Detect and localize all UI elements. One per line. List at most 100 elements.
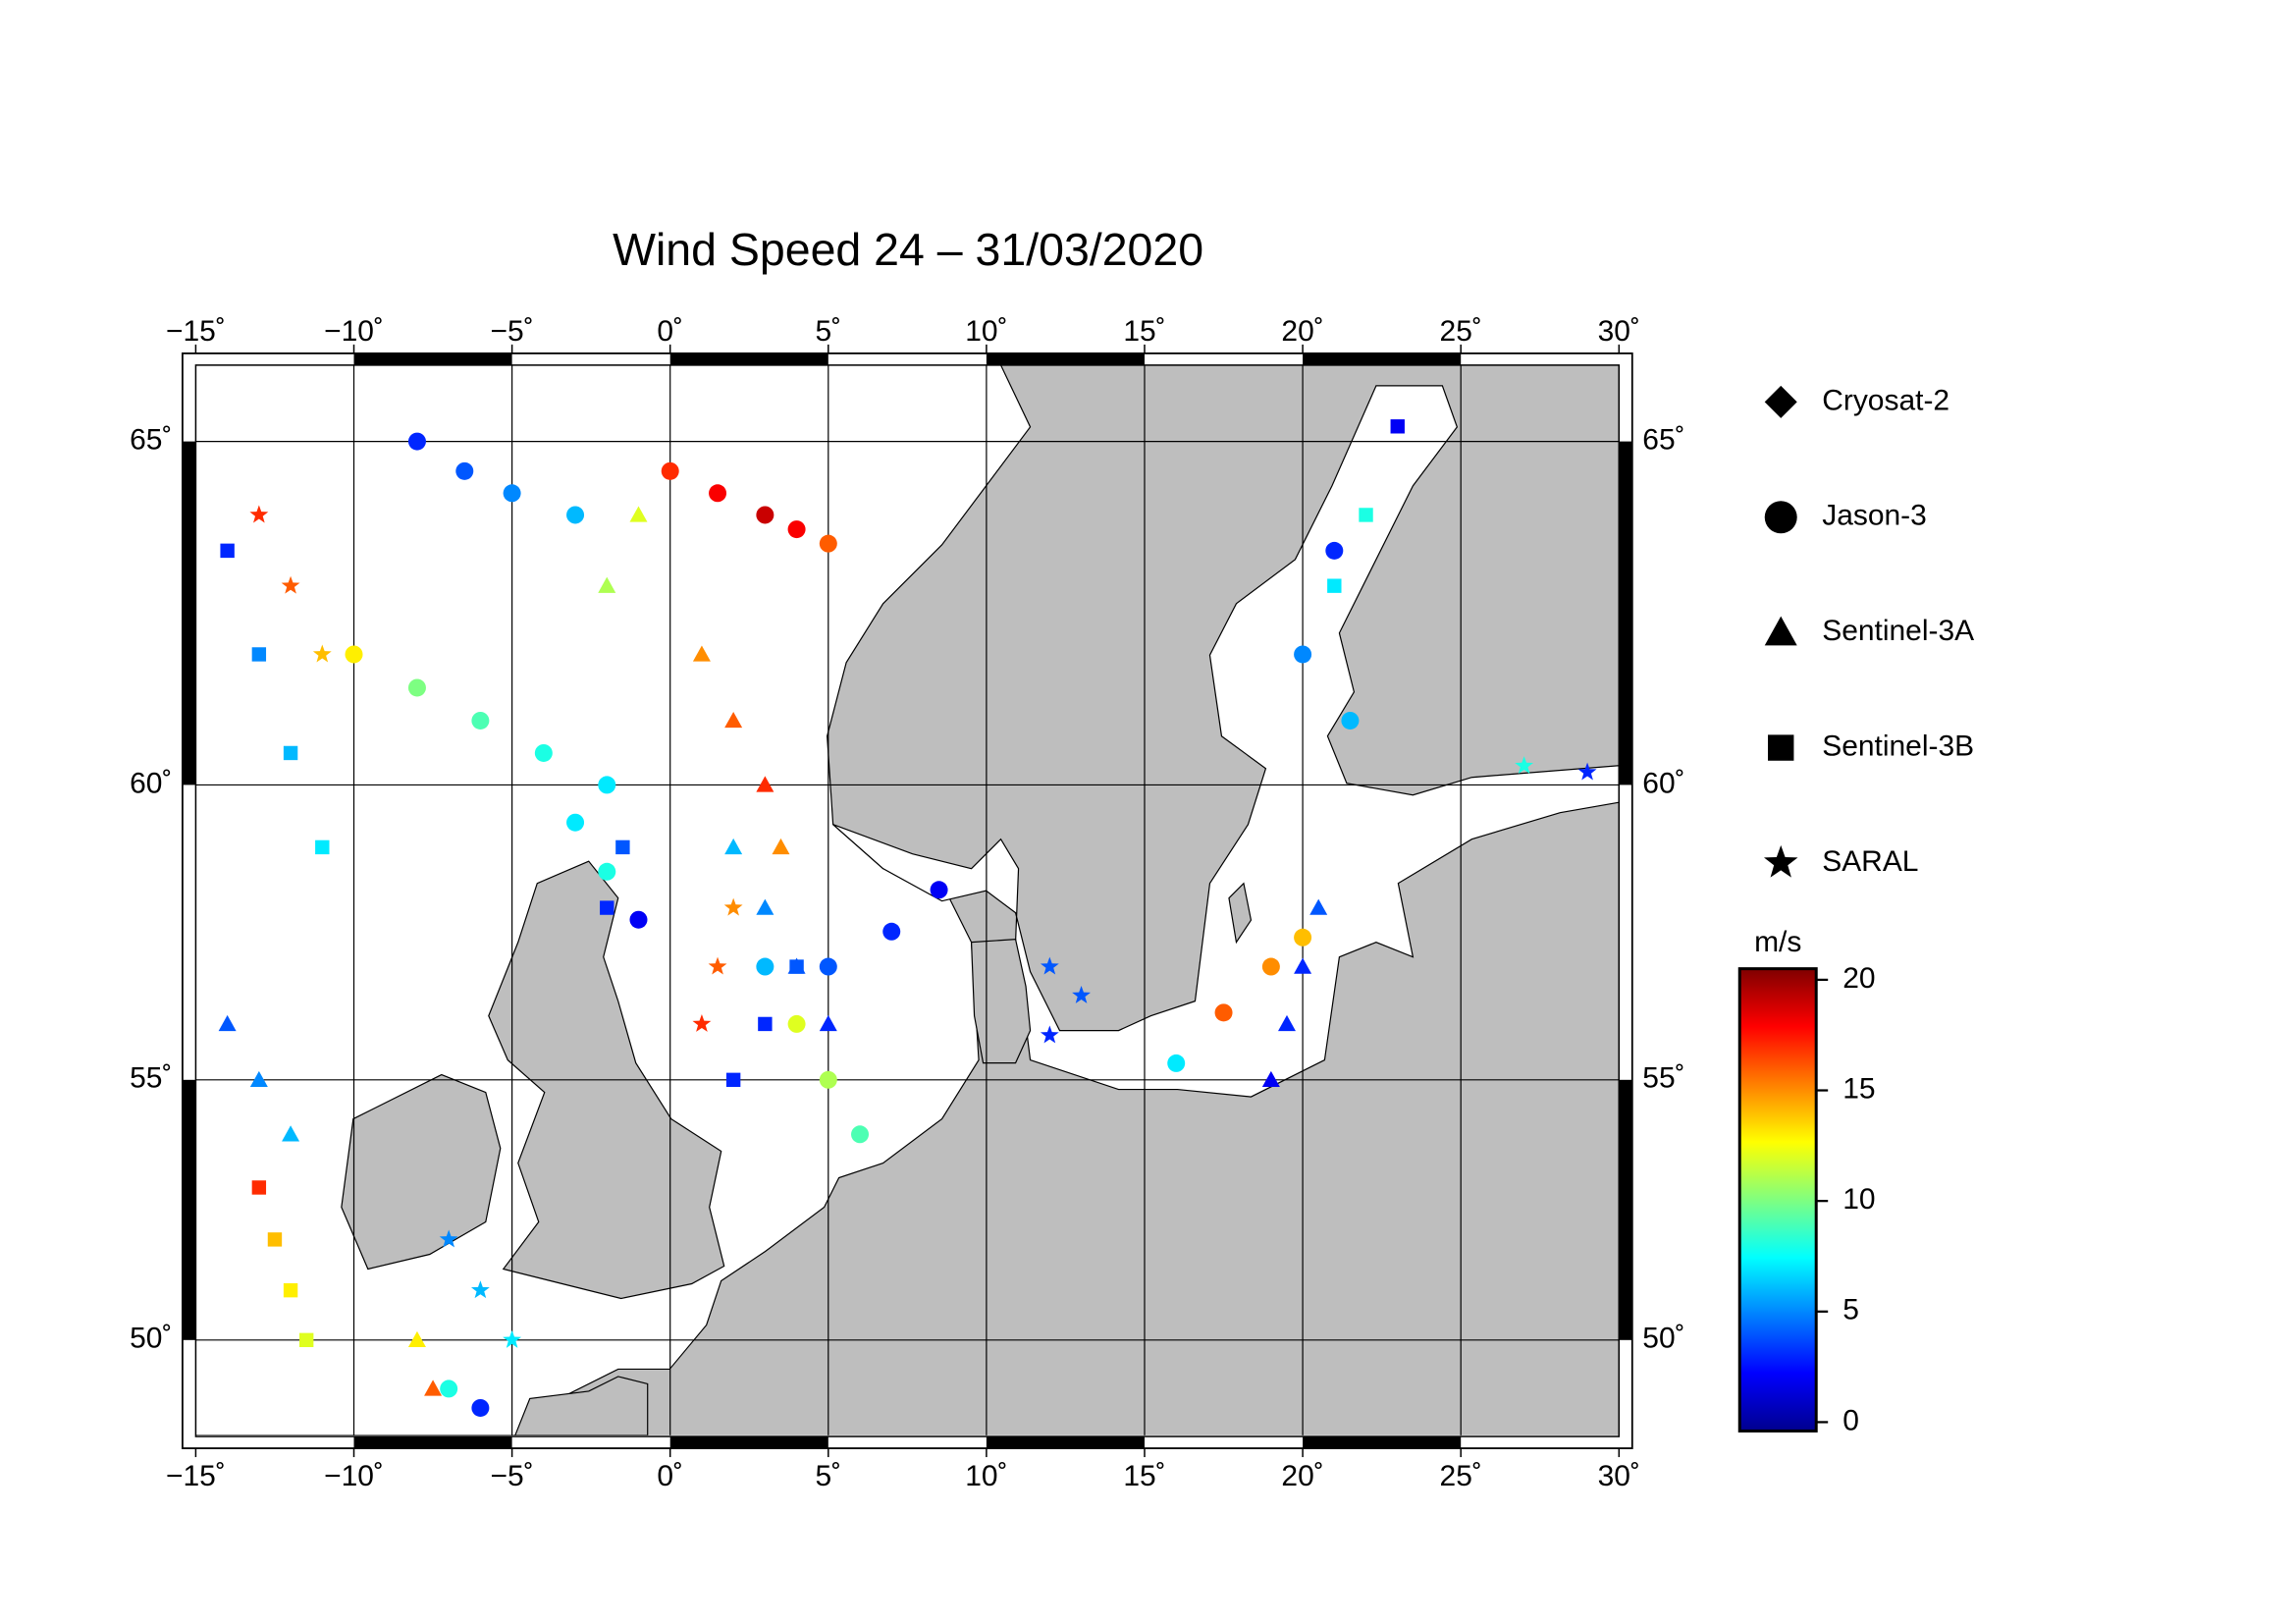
track-point <box>471 711 490 730</box>
x-tick-label: 30˚ <box>1598 1460 1640 1492</box>
track-point <box>756 898 774 915</box>
track-point <box>407 432 426 451</box>
track-point <box>298 1332 314 1348</box>
track-point <box>251 1180 267 1195</box>
colorbar-tick-label: 0 <box>1842 1404 1859 1436</box>
y-tick-label: 55˚ <box>1642 1062 1684 1095</box>
track-point <box>787 1014 806 1033</box>
track-point <box>882 922 901 941</box>
x-tick-label: −15˚ <box>166 1460 226 1492</box>
track-point <box>1294 957 1312 974</box>
x-tick-label: 10˚ <box>965 315 1007 348</box>
track-point <box>787 520 806 539</box>
colorbar-tick-label: 15 <box>1842 1072 1875 1105</box>
x-tick-label: −5˚ <box>491 1460 534 1492</box>
x-tick-label: 5˚ <box>815 1460 841 1492</box>
legend-marker <box>1764 385 1797 418</box>
track-point <box>598 862 616 881</box>
track-point <box>598 576 616 593</box>
track-point <box>930 881 948 899</box>
x-tick-label: 25˚ <box>1440 315 1482 348</box>
track-point <box>566 813 585 832</box>
x-tick-label: −5˚ <box>491 315 534 348</box>
frame-segment <box>1303 352 1462 365</box>
y-tick-label: 65˚ <box>130 424 172 457</box>
legend-label: Sentinel-3A <box>1822 615 1974 647</box>
track-point <box>600 900 614 915</box>
x-tick-label: −15˚ <box>166 315 226 348</box>
track-point <box>470 1280 490 1299</box>
track-point <box>471 1398 490 1417</box>
ireland <box>341 1073 502 1271</box>
frame-segment <box>1303 1436 1462 1449</box>
track-point <box>220 543 235 559</box>
track-point <box>1294 645 1312 664</box>
x-tick-label: −10˚ <box>324 315 384 348</box>
track-point <box>692 1014 712 1032</box>
track-point <box>1040 956 1059 975</box>
track-point <box>819 1070 837 1089</box>
y-tick-label: 50˚ <box>1642 1323 1684 1355</box>
track-point <box>1325 541 1344 560</box>
track-point <box>789 959 804 974</box>
track-points <box>218 419 1597 1417</box>
track-point <box>708 956 727 975</box>
track-point <box>819 1014 837 1032</box>
track-point <box>1294 928 1312 947</box>
track-point <box>1167 1054 1186 1072</box>
legend-marker <box>1764 616 1797 646</box>
track-point <box>218 1014 237 1032</box>
brittany <box>514 1376 649 1435</box>
track-point <box>1327 578 1342 593</box>
colorbar-tick-label: 20 <box>1842 962 1875 995</box>
track-point <box>598 776 616 794</box>
track-point <box>503 484 521 503</box>
legend-label: Jason-3 <box>1822 500 1927 532</box>
x-tick-label: 0˚ <box>657 1460 683 1492</box>
y-tick-label: 50˚ <box>130 1323 172 1355</box>
track-point <box>615 839 630 855</box>
gotland <box>1228 882 1253 945</box>
x-tick-label: 15˚ <box>1123 1460 1165 1492</box>
frame-segment <box>1619 441 1632 785</box>
track-point <box>756 957 774 976</box>
track-point <box>282 1125 300 1142</box>
legend-label: SARAL <box>1822 845 1918 878</box>
map-area <box>195 364 1620 1435</box>
frame-segment <box>353 352 512 365</box>
track-point <box>724 711 743 729</box>
track-point <box>407 678 426 697</box>
track-point <box>424 1380 443 1396</box>
track-point <box>249 1070 268 1088</box>
track-point <box>267 1232 283 1247</box>
x-tick-label: −10˚ <box>324 1460 384 1492</box>
colorbar-tick-label: 5 <box>1842 1294 1859 1326</box>
frame-segment <box>353 1436 512 1449</box>
track-point <box>1359 508 1373 522</box>
frame-segment <box>669 352 828 365</box>
track-point <box>1040 1025 1059 1044</box>
x-tick-label: 25˚ <box>1440 1460 1482 1492</box>
track-point <box>440 1380 458 1398</box>
x-tick-label: 10˚ <box>965 1460 1007 1492</box>
colorbar-label: m/s <box>1754 926 1801 958</box>
track-point <box>709 484 727 503</box>
y-tick-label: 60˚ <box>1642 767 1684 799</box>
chart-title: Wind Speed 24 – 31/03/2020 <box>613 224 1203 275</box>
track-point <box>283 745 298 761</box>
track-point <box>1214 1003 1233 1022</box>
legend: Cryosat-2 Jason-3 Sentinel-3A Sentinel-3B SA… <box>1763 384 1974 878</box>
track-point <box>281 575 300 594</box>
track-point <box>283 1282 298 1298</box>
skagerrak <box>832 385 1620 1098</box>
frame-segment <box>1619 1079 1632 1340</box>
track-point <box>534 743 553 762</box>
colorbar-tick-label: 10 <box>1842 1183 1875 1216</box>
frame-inner <box>194 364 1621 1437</box>
track-point <box>315 839 330 855</box>
frame-segment <box>182 1079 196 1340</box>
legend-marker <box>1764 501 1797 534</box>
track-point <box>629 506 648 522</box>
track-point <box>1515 756 1534 775</box>
